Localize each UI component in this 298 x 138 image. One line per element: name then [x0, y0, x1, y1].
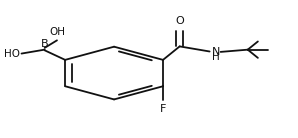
Text: B: B — [41, 39, 49, 49]
Text: O: O — [175, 16, 184, 26]
Text: OH: OH — [49, 27, 66, 37]
Text: H: H — [212, 52, 219, 62]
Text: F: F — [160, 104, 166, 114]
Text: N: N — [212, 47, 220, 57]
Text: HO: HO — [4, 49, 20, 59]
